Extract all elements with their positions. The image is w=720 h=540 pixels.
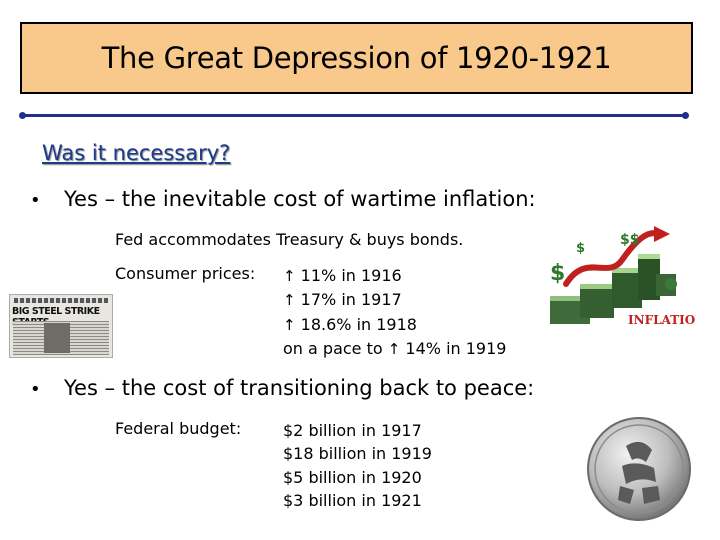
cp-line-1916: ↑ 11% in 1916 xyxy=(283,266,402,285)
cp-line-1917: ↑ 17% in 1917 xyxy=(283,290,402,310)
cp-line-1918: ↑ 18.6% in 1918 xyxy=(283,314,417,334)
bullet-2: • Yes – the cost of transitioning back t… xyxy=(30,376,534,400)
money-stacks xyxy=(550,254,677,324)
bullet-1-text: Yes – the inevitable cost of wartime inf… xyxy=(64,187,536,211)
newspaper-image: BIG STEEL STRIKE STARTS xyxy=(9,294,113,358)
fed-line: Fed accommodates Treasury & buys bonds. xyxy=(115,230,464,249)
federal-budget-list: $2 billion in 1917 $18 billion in 1919 $… xyxy=(283,419,432,512)
consumer-prices-label: Consumer prices: xyxy=(115,264,256,283)
slide-title: The Great Depression of 1920-1921 xyxy=(101,41,612,75)
inflation-label: INFLATION xyxy=(628,313,696,327)
up-arrow-icon: ↑ xyxy=(283,267,296,285)
divider-rule xyxy=(19,112,689,119)
newspaper-photo xyxy=(44,323,70,353)
bullet-dot-icon: • xyxy=(30,190,41,211)
up-arrow-icon: ↑ xyxy=(283,291,296,310)
dollar-icon: $ xyxy=(576,241,585,256)
bullet-dot-icon: • xyxy=(30,379,41,400)
rising-arrow xyxy=(563,230,661,287)
up-arrow-icon: ↑ xyxy=(387,339,401,358)
newspaper-masthead xyxy=(14,298,108,303)
consumer-prices-list: ↑ 11% in 1916 ↑ 17% in 1917 ↑ 18.6% in 1… xyxy=(283,264,506,361)
coin-icon xyxy=(587,417,691,521)
budget-line: $18 billion in 1919 xyxy=(283,444,432,464)
dollar-icon: $ xyxy=(550,261,565,286)
budget-line: $3 billion in 1921 xyxy=(283,490,422,510)
bullet-1: • Yes – the inevitable cost of wartime i… xyxy=(30,187,536,211)
slide-subtitle: Was it necessary? xyxy=(42,141,231,165)
slide-title-box: The Great Depression of 1920-1921 xyxy=(20,22,693,94)
bullet-2-text: Yes – the cost of transitioning back to … xyxy=(64,376,535,400)
inflation-image: $ $ $$ INFLATION xyxy=(550,226,696,327)
up-arrow-icon: ↑ xyxy=(283,315,296,334)
cp-line-1919: on a pace to ↑ 14% in 1919 xyxy=(283,338,507,358)
budget-line: $2 billion in 1917 xyxy=(283,421,422,440)
dollar-icon: $$ xyxy=(620,232,639,248)
federal-budget-label: Federal budget: xyxy=(115,419,242,438)
budget-line: $5 billion in 1920 xyxy=(283,467,422,487)
